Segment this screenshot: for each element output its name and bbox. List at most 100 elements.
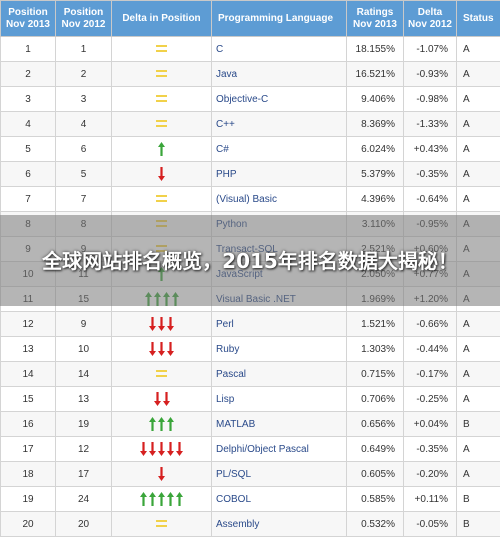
header-delta[interactable]: Delta Nov 2012 [404,1,457,37]
rating-cell: 0.706% [347,387,404,412]
delta-cell: -0.44% [404,337,457,362]
pos-2012-cell: 6 [56,137,112,162]
header-status[interactable]: Status [457,1,500,37]
rating-cell: 5.379% [347,162,404,187]
arrow-down-icon [148,442,157,456]
delta-cell: -0.25% [404,387,457,412]
pos-2013-cell: 16 [1,412,56,437]
pos-2013-cell: 3 [1,87,56,112]
status-cell: A [457,162,500,187]
delta-position-cell [112,112,212,137]
equal-icon [156,520,167,527]
delta-position-cell [112,87,212,112]
status-cell: A [457,362,500,387]
rating-cell: 0.649% [347,437,404,462]
status-cell: A [457,462,500,487]
language-cell: Assembly [212,512,347,537]
language-cell: C++ [212,112,347,137]
pos-2013-cell: 7 [1,187,56,212]
delta-cell: -0.98% [404,87,457,112]
rating-cell: 1.303% [347,337,404,362]
pos-2012-cell: 24 [56,487,112,512]
rating-cell: 0.585% [347,487,404,512]
header-position-2012[interactable]: Position Nov 2012 [56,1,112,37]
pos-2012-cell: 5 [56,162,112,187]
language-cell: Java [212,62,347,87]
equal-icon [156,195,167,202]
language-cell: C# [212,137,347,162]
status-cell: A [457,37,500,62]
language-cell: Objective-C [212,87,347,112]
pos-2013-cell: 18 [1,462,56,487]
arrow-up-icon [175,492,184,506]
language-cell: Delphi/Object Pascal [212,437,347,462]
pos-2012-cell: 10 [56,337,112,362]
arrow-down-icon [157,342,166,356]
pos-2013-cell: 2 [1,62,56,87]
arrow-down-icon [166,442,175,456]
arrow-down-icon [175,442,184,456]
pos-2013-cell: 13 [1,337,56,362]
arrow-up-icon [157,492,166,506]
pos-2012-cell: 3 [56,87,112,112]
language-cell: COBOL [212,487,347,512]
delta-position-cell [112,462,212,487]
language-cell: Lisp [212,387,347,412]
header-position-2013[interactable]: Position Nov 2013 [1,1,56,37]
rating-cell: 9.406% [347,87,404,112]
header-language[interactable]: Programming Language [212,1,347,37]
arrow-up-icon [157,417,166,431]
language-cell: Ruby [212,337,347,362]
status-cell: A [457,337,500,362]
arrow-up-icon [157,142,166,156]
delta-cell: -0.64% [404,187,457,212]
language-cell: MATLAB [212,412,347,437]
language-cell: PHP [212,162,347,187]
pos-2013-cell: 4 [1,112,56,137]
header-delta-position[interactable]: Delta in Position [112,1,212,37]
delta-position-cell [112,487,212,512]
language-cell: Perl [212,312,347,337]
status-cell: A [457,187,500,212]
status-cell: A [457,387,500,412]
rating-cell: 4.396% [347,187,404,212]
arrow-up-icon [166,492,175,506]
equal-icon [156,370,167,377]
rating-cell: 0.605% [347,462,404,487]
pos-2012-cell: 9 [56,312,112,337]
header-ratings[interactable]: Ratings Nov 2013 [347,1,404,37]
delta-position-cell [112,187,212,212]
arrow-down-icon [157,317,166,331]
language-cell: Pascal [212,362,347,387]
pos-2013-cell: 14 [1,362,56,387]
arrow-down-icon [166,317,175,331]
pos-2012-cell: 20 [56,512,112,537]
arrow-up-icon [148,417,157,431]
delta-position-cell [112,162,212,187]
delta-position-cell [112,512,212,537]
equal-icon [156,95,167,102]
delta-cell: -0.93% [404,62,457,87]
arrow-up-icon [166,417,175,431]
status-cell: A [457,437,500,462]
delta-cell: -0.05% [404,512,457,537]
arrow-down-icon [157,442,166,456]
delta-position-cell [112,437,212,462]
status-cell: A [457,137,500,162]
